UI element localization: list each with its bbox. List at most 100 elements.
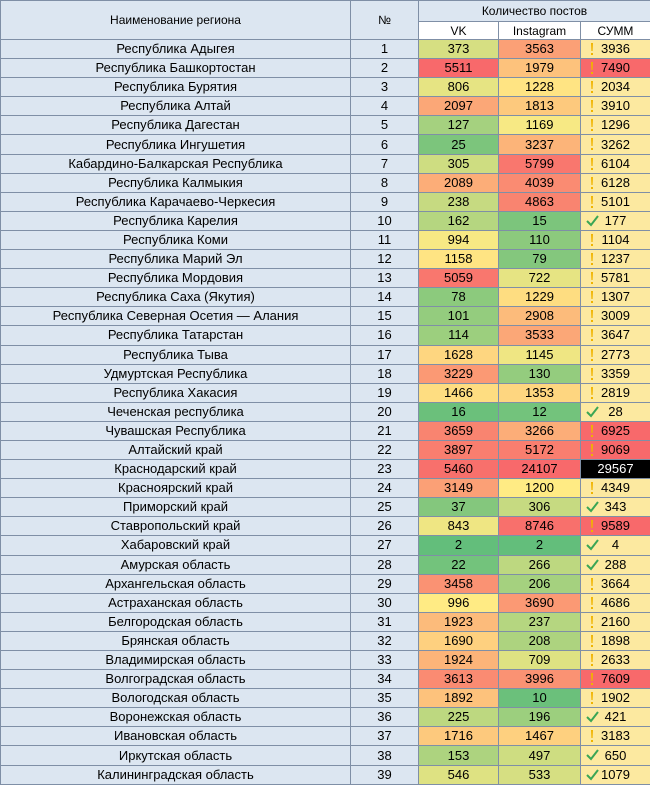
sum-count: 4349 [580, 478, 650, 499]
header-posts: Количество постов [418, 0, 650, 22]
row: Республика Калмыкия 8 2089 4039 6128 [0, 172, 650, 193]
region-name: Брянская область [0, 630, 351, 652]
row-number: 33 [350, 649, 419, 671]
instagram-count: 4863 [498, 191, 581, 212]
row: Белгородская область 31 1923 237 2160 [0, 611, 650, 632]
instagram-count: 10 [498, 688, 581, 709]
region-name: Удмуртская Республика [0, 363, 351, 384]
sum-count: 1898 [580, 630, 650, 652]
sum-count: 3262 [580, 134, 650, 155]
region-name: Республика Дагестан [0, 115, 351, 136]
vk-count: 1466 [418, 382, 499, 403]
vk-count: 806 [418, 77, 499, 98]
check-icon [586, 539, 599, 551]
row: Чувашская Республика 21 3659 3266 6925 [0, 420, 650, 441]
row: Республика Мордовия 13 5059 722 5781 [0, 268, 650, 289]
row-number: 26 [350, 516, 419, 537]
warning-icon [591, 157, 593, 170]
instagram-count: 497 [498, 745, 581, 766]
instagram-count: 1228 [498, 77, 581, 98]
instagram-count: 196 [498, 707, 581, 728]
vk-count: 153 [418, 745, 499, 766]
row: Республика Карачаево-Черкесия 9 238 4863 510… [0, 191, 650, 212]
region-name: Республика Карелия [0, 210, 351, 231]
row: Брянская область 32 1690 208 1898 [0, 630, 650, 652]
sum-count: 4686 [580, 592, 650, 613]
vk-count: 3149 [418, 478, 499, 499]
sum-count: 288 [580, 554, 650, 575]
vk-count: 2 [418, 535, 499, 556]
instagram-count: 722 [498, 268, 581, 289]
instagram-count: 3996 [498, 669, 581, 690]
warning-icon [591, 81, 593, 94]
warning-icon [591, 443, 593, 456]
row: Республика Карелия 10 162 15 177 [0, 210, 650, 231]
check-icon [586, 501, 599, 513]
row: Республика Башкортостан 2 5511 1979 7490 [0, 58, 650, 79]
warning-icon [591, 138, 593, 151]
sum-count: 6104 [580, 153, 650, 174]
sum-count: 1296 [580, 115, 650, 136]
region-name: Владимирская область [0, 649, 351, 671]
row: Иркутская область 38 153 497 650 [0, 745, 650, 766]
row: Республика Адыгея 1 373 3563 3936 [0, 38, 650, 60]
row-number: 5 [350, 115, 419, 136]
row-number: 30 [350, 592, 419, 613]
region-name: Республика Карачаево-Черкесия [0, 191, 351, 212]
row-number: 12 [350, 249, 419, 270]
row-number: 14 [350, 287, 419, 308]
vk-count: 101 [418, 306, 499, 327]
vk-count: 127 [418, 115, 499, 136]
vk-count: 305 [418, 153, 499, 174]
region-name: Республика Северная Осетия — Алания [0, 306, 351, 327]
table-body: Республика Адыгея 1 373 3563 3936 Республика … [0, 38, 650, 785]
row-number: 6 [350, 134, 419, 155]
instagram-count: 3690 [498, 592, 581, 613]
sum-count: 7609 [580, 669, 650, 690]
row-number: 20 [350, 401, 419, 422]
region-name: Республика Мордовия [0, 268, 351, 289]
row-number: 39 [350, 764, 419, 785]
check-icon [586, 558, 599, 571]
row: Красноярский край 24 3149 1200 4349 [0, 478, 650, 499]
sum-count: 3910 [580, 96, 650, 117]
sum-count: 421 [580, 707, 650, 728]
region-name: Чеченская республика [0, 401, 351, 422]
row-number: 21 [350, 420, 419, 441]
row-number: 32 [350, 630, 419, 652]
sum-count: 7490 [580, 58, 650, 79]
row-number: 1 [350, 38, 419, 60]
row: Республика Марий Эл 12 1158 79 1237 [0, 249, 650, 270]
region-name: Иркутская область [0, 745, 351, 766]
region-name: Республика Бурятия [0, 77, 351, 98]
sum-count: 3647 [580, 325, 650, 346]
instagram-count: 1353 [498, 382, 581, 403]
instagram-count: 1813 [498, 96, 581, 117]
vk-count: 5511 [418, 58, 499, 79]
vk-count: 238 [418, 191, 499, 212]
instagram-count: 8746 [498, 516, 581, 537]
region-name: Республика Саха (Якутия) [0, 287, 351, 308]
instagram-count: 3237 [498, 134, 581, 155]
warning-icon [591, 634, 593, 647]
instagram-count: 110 [498, 229, 581, 251]
region-name: Республика Адыгея [0, 38, 351, 60]
region-name: Краснодарский край [0, 459, 351, 480]
warning-icon [591, 233, 593, 246]
row: Республика Тыва 17 1628 1145 2773 [0, 344, 650, 365]
row: Республика Бурятия 3 806 1228 2034 [0, 77, 650, 98]
row-number: 16 [350, 325, 419, 346]
vk-count: 546 [418, 764, 499, 785]
instagram-count: 237 [498, 611, 581, 632]
vk-count: 3229 [418, 363, 499, 384]
row: Астраханская область 30 996 3690 4686 [0, 592, 650, 613]
row-number: 3 [350, 77, 419, 98]
vk-count: 1716 [418, 726, 499, 747]
row: Ставропольский край 26 843 8746 9589 [0, 516, 650, 537]
warning-icon [591, 310, 593, 323]
region-name: Республика Ингушетия [0, 134, 351, 155]
vk-count: 2089 [418, 172, 499, 193]
sum-count: 3183 [580, 726, 650, 747]
row-number: 24 [350, 478, 419, 499]
row: Вологодская область 35 1892 10 1902 [0, 688, 650, 709]
